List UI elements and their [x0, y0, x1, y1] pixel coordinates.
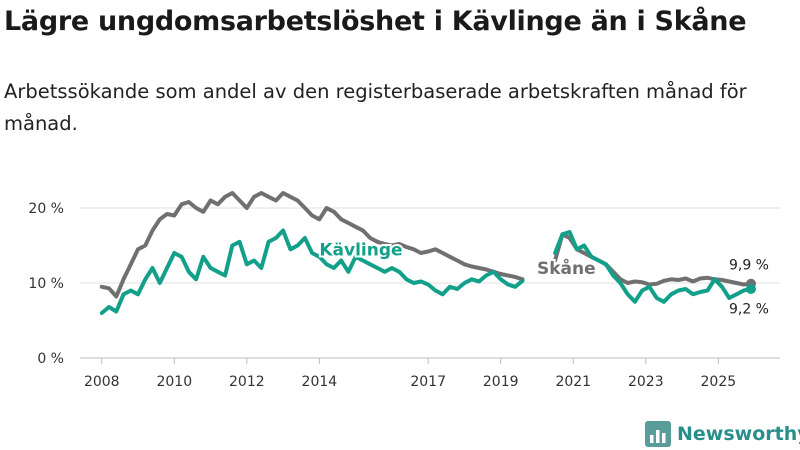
newsworthy-logo: Newsworthy: [645, 420, 800, 448]
end-point-marker: [745, 284, 756, 294]
series-label: Skåne: [537, 257, 596, 279]
newsworthy-logo-icon: [645, 421, 671, 447]
x-tick-label: 2023: [628, 374, 664, 390]
x-tick-label: 2019: [483, 374, 519, 390]
x-tick-label: 2021: [555, 374, 591, 390]
y-tick-label: 10 %: [28, 276, 64, 292]
series-line-kvlinge: [553, 230, 753, 304]
series-line-skne: [553, 232, 753, 287]
x-tick-label: 2014: [302, 374, 338, 390]
x-tick-label: 2017: [410, 374, 446, 390]
end-value-label: 9,2 %: [729, 302, 769, 318]
newsworthy-logo-text: Newsworthy: [677, 423, 800, 445]
x-tick-label: 2008: [84, 374, 120, 390]
x-tick-label: 2010: [156, 374, 192, 390]
series-line-skne: [99, 191, 525, 299]
x-tick-label: 2012: [229, 374, 265, 390]
x-tick-label: 2025: [701, 374, 737, 390]
series-line-kvlinge: [99, 228, 525, 315]
end-value-label: 9,9 %: [729, 257, 769, 273]
y-tick-label: 0 %: [37, 351, 64, 367]
y-tick-label: 20 %: [28, 201, 64, 217]
series-label: Kävlinge: [319, 240, 402, 260]
chart-subtitle: Arbetssökande som andel av den registerb…: [4, 80, 747, 135]
chart-title: Lägre ungdomsarbetslöshet i Kävlinge än …: [4, 6, 747, 37]
